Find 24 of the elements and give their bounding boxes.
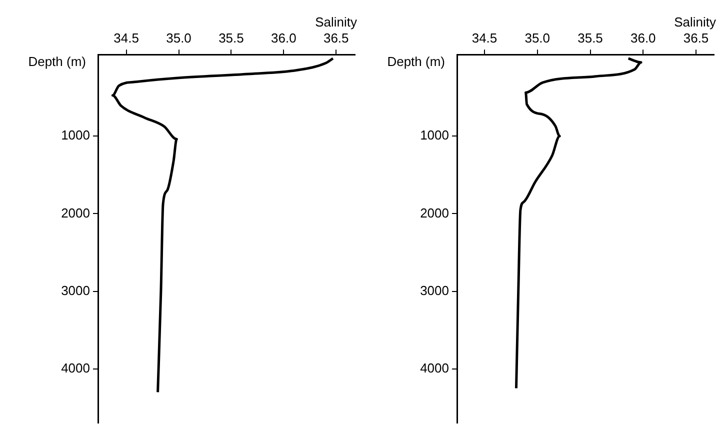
y-tick-label: 3000 [61,282,90,298]
line-series [111,57,334,394]
y-axis-title: Depth (m) [387,54,445,70]
x-tick-label: 35.0 [524,30,550,46]
y-tick-label: 4000 [61,360,90,376]
y-tick-label: 2000 [61,205,90,220]
y-tick-label: 2000 [420,205,449,220]
x-tick-label: 35.5 [218,30,244,46]
y-tick-label: 3000 [420,282,449,298]
x-tick-label: 34.5 [114,30,139,46]
y-axis-title: Depth (m) [28,54,86,70]
y-tick-label: 1000 [420,128,449,143]
y-tick-label: 1000 [61,128,90,143]
x-tick-label: 34.5 [472,30,498,46]
x-tick-label: 36.5 [323,30,349,46]
x-tick-label: 35.5 [578,30,603,46]
x-axis-title: Salinity [674,14,716,30]
x-tick-label: 35.0 [166,30,192,46]
x-tick-label: 36.0 [271,30,296,46]
x-tick-label: 36.5 [683,30,709,46]
x-tick-label: 36.0 [630,30,656,46]
x-axis-title: Salinity [315,14,358,30]
line-series [514,57,642,390]
y-tick-label: 4000 [420,360,449,376]
